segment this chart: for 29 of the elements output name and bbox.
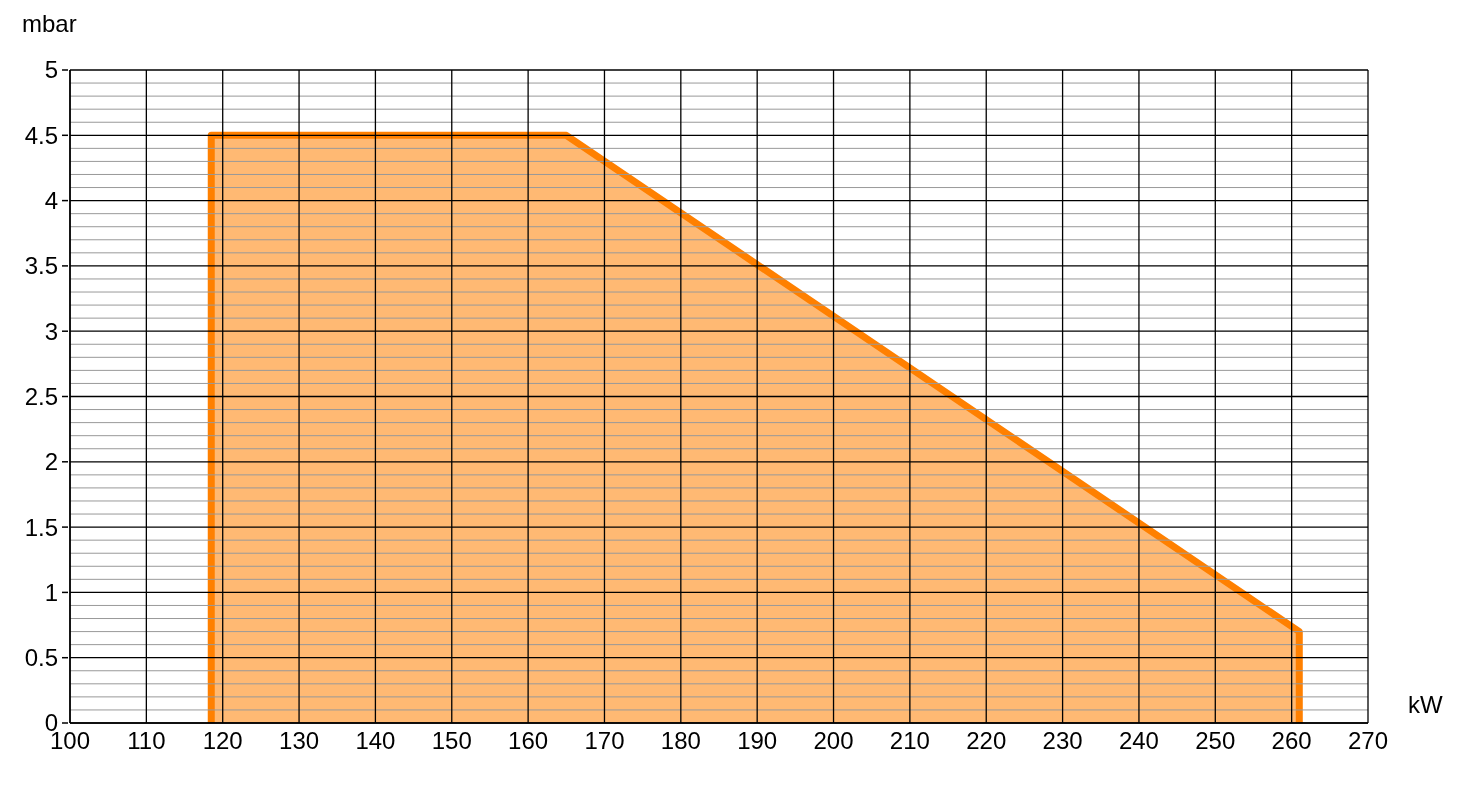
x-tick-label: 250 (1195, 727, 1236, 754)
x-tick-label: 130 (279, 727, 320, 754)
x-tick-label: 150 (431, 727, 472, 754)
x-tick-label: 170 (584, 727, 625, 754)
y-tick-label: 1.5 (24, 513, 58, 541)
x-tick-label: 210 (889, 727, 930, 754)
x-tick-label: 180 (660, 727, 701, 754)
y-tick-label: 5 (44, 56, 58, 84)
x-tick-label: 140 (355, 727, 396, 754)
x-tick-label: 220 (966, 727, 1007, 754)
x-tick-label: 260 (1271, 727, 1312, 754)
x-tick-label: 110 (127, 727, 166, 754)
y-tick-label: 4.5 (24, 121, 58, 149)
x-tick-label: 270 (1347, 727, 1389, 754)
y-tick-label: 2 (44, 448, 58, 476)
y-tick-label: 1 (44, 578, 58, 606)
y-tick-label: 3 (44, 317, 58, 345)
y-axis-title: mbar (22, 10, 77, 38)
x-tick-label: 190 (737, 727, 778, 754)
y-tick-label: 0.5 (24, 644, 58, 672)
y-tick-label: 4 (44, 187, 58, 214)
y-tick-label: 2.5 (24, 382, 58, 410)
x-tick-label: 240 (1118, 727, 1159, 754)
x-tick-label: 200 (813, 727, 854, 754)
x-axis-title: kW (1408, 691, 1443, 719)
x-tick-label: 120 (202, 727, 243, 754)
y-tick-label: 3.5 (24, 252, 58, 280)
x-tick-label: 160 (508, 727, 549, 754)
x-tick-label: 230 (1042, 727, 1083, 754)
